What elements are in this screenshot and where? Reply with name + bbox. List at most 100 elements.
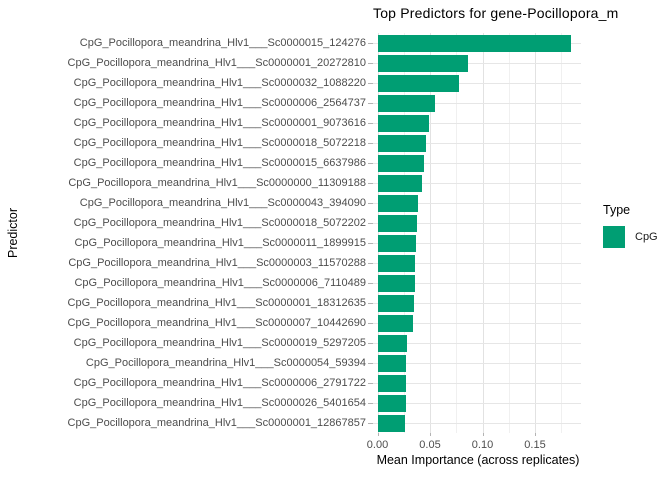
bar — [377, 354, 406, 372]
row-gridline — [373, 142, 581, 144]
bar — [377, 194, 419, 212]
major-gridline — [535, 33, 536, 433]
x-axis-title: Mean Importance (across replicates) — [376, 453, 580, 467]
x-axis-tick — [430, 433, 431, 436]
row-gridline — [373, 162, 581, 164]
y-axis-tick — [368, 282, 373, 284]
x-axis-tick — [482, 433, 484, 436]
bar — [377, 154, 424, 172]
row-gridline — [373, 202, 581, 204]
bar — [377, 374, 406, 392]
y-axis-tick — [368, 122, 373, 124]
minor-gridline — [561, 33, 563, 433]
x-axis-tick-label: 0.10 — [471, 439, 494, 451]
y-axis-tick — [368, 182, 373, 184]
row-gridline — [373, 122, 581, 124]
legend-title: Type — [603, 203, 631, 217]
y-axis-label: CpG_Pocillopora_meandrina_Hlv1___Sc00000… — [73, 157, 366, 169]
y-axis-label: CpG_Pocillopora_meandrina_Hlv1___Sc00000… — [67, 57, 366, 69]
row-gridline — [373, 102, 581, 104]
y-axis-tick — [368, 82, 373, 84]
y-axis-tick — [368, 162, 373, 164]
major-gridline — [377, 33, 379, 433]
y-axis-tick — [368, 142, 373, 144]
y-axis-tick — [368, 262, 373, 264]
y-axis-label: CpG_Pocillopora_meandrina_Hlv1___Sc00000… — [67, 317, 366, 329]
y-axis-label: CpG_Pocillopora_meandrina_Hlv1___Sc00000… — [67, 417, 366, 429]
bar — [377, 294, 415, 312]
bar — [377, 414, 405, 432]
legend-swatch-cpg — [603, 226, 625, 248]
row-gridline — [373, 262, 581, 264]
y-axis-label: CpG_Pocillopora_meandrina_Hlv1___Sc00000… — [73, 337, 366, 349]
y-axis-label: CpG_Pocillopora_meandrina_Hlv1___Sc00000… — [79, 197, 366, 209]
x-axis-tick — [535, 433, 536, 436]
y-axis-tick — [368, 362, 373, 364]
y-axis-tick — [368, 102, 373, 104]
y-axis-label: CpG_Pocillopora_meandrina_Hlv1___Sc00000… — [73, 77, 366, 89]
bar — [377, 54, 468, 72]
legend-label: CpG — [635, 231, 658, 243]
y-axis-tick — [368, 422, 373, 424]
y-axis-label: CpG_Pocillopora_meandrina_Hlv1___Sc00000… — [73, 137, 366, 149]
y-axis-label: CpG_Pocillopora_meandrina_Hlv1___Sc00000… — [73, 117, 366, 129]
row-gridline — [373, 302, 581, 304]
bar — [377, 134, 426, 152]
bar — [377, 274, 416, 292]
bar — [377, 254, 416, 272]
minor-gridline — [456, 33, 458, 433]
bar — [377, 94, 436, 112]
legend-item: CpG — [603, 226, 658, 248]
row-gridline — [373, 422, 581, 424]
chart-title: Top Predictors for gene-Pocillopora_m — [373, 5, 619, 21]
bar — [377, 34, 571, 52]
bar — [377, 314, 414, 332]
y-axis-label: CpG_Pocillopora_meandrina_Hlv1___Sc00000… — [79, 37, 366, 49]
bar — [377, 114, 429, 132]
y-axis-label: CpG_Pocillopora_meandrina_Hlv1___Sc00000… — [73, 397, 366, 409]
row-gridline — [373, 182, 581, 184]
row-gridline — [373, 362, 581, 364]
y-axis-label: CpG_Pocillopora_meandrina_Hlv1___Sc00000… — [73, 377, 366, 389]
y-axis-tick — [368, 342, 373, 344]
x-axis-tick — [377, 433, 379, 436]
row-gridline — [373, 222, 581, 224]
row-gridline — [373, 82, 581, 84]
row-gridline — [373, 402, 581, 404]
row-gridline — [373, 322, 581, 324]
y-axis-tick — [368, 302, 373, 304]
bar — [377, 394, 406, 412]
y-axis-tick — [368, 62, 373, 64]
row-gridline — [373, 282, 581, 284]
y-axis-tick — [368, 202, 373, 204]
y-axis-label: CpG_Pocillopora_meandrina_Hlv1___Sc00000… — [73, 97, 366, 109]
minor-gridline — [508, 33, 510, 433]
y-axis-tick — [368, 242, 373, 244]
row-gridline — [373, 242, 581, 244]
bar — [377, 74, 460, 92]
x-axis-tick-label: 0.05 — [419, 439, 441, 451]
plot-panel — [373, 33, 581, 433]
y-axis-tick — [368, 402, 373, 404]
row-gridline — [373, 342, 581, 344]
y-axis-tick — [368, 382, 373, 384]
y-axis-label: CpG_Pocillopora_meandrina_Hlv1___Sc00000… — [74, 237, 366, 249]
legend: Type CpG — [603, 203, 658, 248]
bar — [377, 174, 422, 192]
y-axis-label: CpG_Pocillopora_meandrina_Hlv1___Sc00000… — [67, 297, 366, 309]
y-axis-label: CpG_Pocillopora_meandrina_Hlv1___Sc00000… — [68, 257, 366, 269]
row-gridline — [373, 62, 581, 64]
y-axis-tick — [368, 222, 373, 224]
y-axis-label: CpG_Pocillopora_meandrina_Hlv1___Sc00000… — [74, 277, 366, 289]
y-axis-label: CpG_Pocillopora_meandrina_Hlv1___Sc00000… — [68, 177, 366, 189]
bar — [377, 214, 418, 232]
minor-gridline — [403, 33, 405, 433]
x-axis-tick-label: 0.00 — [366, 439, 389, 451]
y-axis-tick — [368, 42, 373, 44]
y-axis-label: CpG_Pocillopora_meandrina_Hlv1___Sc00000… — [85, 357, 366, 369]
bar — [377, 334, 407, 352]
y-axis-label: CpG_Pocillopora_meandrina_Hlv1___Sc00000… — [73, 217, 366, 229]
y-axis-tick — [368, 322, 373, 324]
major-gridline — [430, 33, 431, 433]
